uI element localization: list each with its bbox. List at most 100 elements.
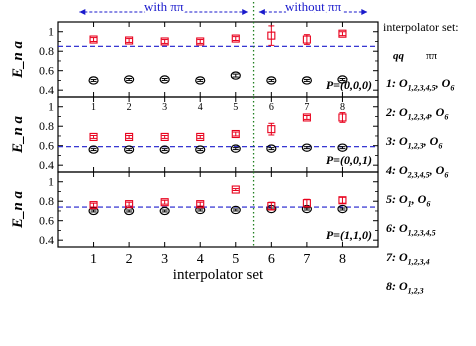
with-pipi-label: with ππ bbox=[144, 0, 184, 14]
y-tick-label: 0.6 bbox=[39, 139, 54, 153]
data-point-square bbox=[89, 201, 98, 210]
data-point-square bbox=[267, 125, 276, 134]
legend-entry-operator: O bbox=[399, 221, 408, 235]
legend-entry-number: 8: bbox=[386, 279, 399, 293]
legend-entry: 2: O1,2,3,4, O6 bbox=[386, 105, 448, 121]
panel-2: 0.4 0.6 0.8 1 1 2 3 4 5 6 7 8 P=(0,0,1) bbox=[39, 96, 379, 173]
data-point-circle bbox=[195, 76, 206, 85]
legend-entry-pipi-operator: , O bbox=[429, 163, 445, 177]
data-point-circle bbox=[195, 145, 206, 154]
legend-entry-subscript: 1,2,3,4,5 bbox=[407, 228, 436, 238]
data-point-square bbox=[302, 35, 311, 44]
data-point-circle bbox=[230, 71, 241, 80]
data-point-square bbox=[231, 185, 240, 194]
without-pipi-label: without ππ bbox=[285, 0, 342, 14]
legend-entry-number: 3: bbox=[386, 134, 399, 148]
interpolator-number: 3 bbox=[162, 102, 167, 113]
y-tick-label: 0.8 bbox=[39, 194, 54, 208]
arrow-head bbox=[242, 9, 249, 15]
data-point-square bbox=[160, 37, 169, 46]
legend-entry-number: 7: bbox=[386, 250, 399, 264]
legend-entry-pipi-subscript: 6 bbox=[438, 141, 443, 151]
data-point-square bbox=[89, 132, 98, 141]
legend-entry-subscript: 1,2,3 bbox=[407, 141, 424, 151]
data-point-circle bbox=[337, 204, 348, 214]
x-tick-label: 5 bbox=[232, 252, 239, 267]
data-point-circle bbox=[301, 143, 312, 152]
y-tick-label: 0.4 bbox=[39, 233, 54, 247]
data-point-square bbox=[338, 196, 347, 205]
y-tick-label: 0.6 bbox=[39, 214, 54, 228]
legend-entry-pipi-subscript: 6 bbox=[426, 199, 431, 209]
legend-entry-pipi-subscript: 6 bbox=[450, 83, 455, 93]
y-tick-label: 0.8 bbox=[39, 119, 54, 133]
x-tick-label: 8 bbox=[339, 252, 346, 267]
panel-3: 0.4 0.6 0.8 1 P=(1,1,0) bbox=[39, 171, 379, 248]
data-point-circle bbox=[159, 206, 170, 216]
data-point-square bbox=[160, 132, 169, 141]
panel-label: P=(0,0,0) bbox=[326, 78, 372, 92]
y-axis-label: E_n a bbox=[10, 115, 26, 154]
legend-entry-operator: O bbox=[399, 163, 408, 177]
data-point-square bbox=[196, 132, 205, 141]
data-point-circle bbox=[301, 76, 312, 85]
y-tick-label: 0.4 bbox=[39, 83, 54, 97]
y-axis-label: E_n a bbox=[10, 40, 26, 79]
y-tick-label: 0.6 bbox=[39, 64, 54, 78]
top-annotations: with ππ without ππ bbox=[79, 0, 368, 22]
legend-entry-subscript: 1,2,3 bbox=[407, 286, 424, 296]
arrow-head bbox=[361, 9, 368, 15]
x-tick-label: 3 bbox=[161, 252, 168, 267]
data-point-circle bbox=[266, 76, 277, 85]
data-point-circle bbox=[230, 144, 241, 153]
legend-entry: 6: O1,2,3,4,5 bbox=[386, 221, 436, 237]
panel-1: 0.4 0.6 0.8 1 P=(0,0,0) bbox=[39, 21, 379, 98]
x-tick-label: 2 bbox=[126, 252, 133, 267]
data-point-square bbox=[231, 129, 240, 139]
data-point-circle bbox=[266, 144, 277, 153]
data-point-circle bbox=[159, 75, 170, 84]
data-point-circle bbox=[337, 143, 348, 152]
x-tick-label: 6 bbox=[268, 252, 275, 267]
panel-label: P=(0,0,1) bbox=[326, 153, 372, 167]
interpolator-number: 4 bbox=[198, 102, 203, 113]
data-point-square bbox=[267, 202, 276, 211]
data-point-square bbox=[89, 35, 98, 44]
legend-entry-pipi-subscript: 6 bbox=[444, 170, 449, 180]
legend-title: interpolator set: bbox=[383, 20, 459, 34]
data-point-circle bbox=[159, 145, 170, 154]
interpolator-number: 7 bbox=[304, 102, 309, 113]
legend-entry-operator: O bbox=[399, 192, 408, 206]
data-point-square bbox=[196, 37, 205, 46]
legend-entry: 4: O2,3,4,5, O6 bbox=[386, 163, 448, 179]
panel-frame bbox=[57, 171, 379, 248]
legend-entry: 1: O1,2,3,4,5, O6 bbox=[386, 76, 454, 92]
legend-entry-subscript: 1,2,3,4,5 bbox=[407, 83, 436, 93]
legend-entry: 8: O1,2,3 bbox=[386, 279, 424, 295]
data-point-circle bbox=[124, 75, 135, 84]
data-point-square bbox=[125, 200, 134, 209]
legend-entry-number: 4: bbox=[386, 163, 399, 177]
legend-entry-pipi-operator: , O bbox=[411, 192, 427, 206]
data-point-circle bbox=[230, 205, 241, 215]
legend-entry: 3: O1,2,3, O6 bbox=[386, 134, 442, 150]
interpolator-number: 8 bbox=[340, 102, 345, 113]
y-tick-label: 1 bbox=[48, 25, 54, 39]
interpolator-number: 5 bbox=[233, 102, 238, 113]
data-point-circle bbox=[88, 145, 99, 154]
legend-entry-subscript: 1 bbox=[407, 199, 412, 209]
legend-entry-pipi-operator: , O bbox=[429, 105, 445, 119]
data-point-circle bbox=[124, 145, 135, 154]
legend-entry-pipi-operator: , O bbox=[435, 76, 451, 90]
legend-entry-pipi-operator: , O bbox=[423, 134, 439, 148]
data-point-square bbox=[160, 198, 169, 207]
legend-col-qq: qq bbox=[393, 50, 404, 62]
interpolator-number: 2 bbox=[127, 102, 132, 113]
legend-entry-operator: O bbox=[399, 76, 408, 90]
legend-entry-subscript: 2,3,4,5 bbox=[407, 170, 430, 180]
data-point-square bbox=[338, 113, 347, 122]
x-tick-label: 7 bbox=[303, 252, 310, 267]
data-point-square bbox=[302, 113, 311, 122]
x-tick-label: 4 bbox=[197, 252, 204, 267]
